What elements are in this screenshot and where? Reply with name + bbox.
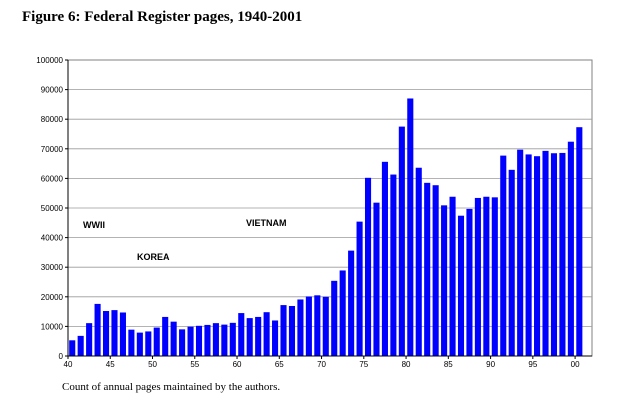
x-tick-label: 40 xyxy=(64,360,73,369)
bar xyxy=(559,152,566,356)
bar xyxy=(272,320,279,356)
y-tick-label: 30000 xyxy=(41,263,64,272)
bar xyxy=(322,296,329,356)
bar xyxy=(348,250,355,356)
y-tick-label: 0 xyxy=(59,352,64,361)
bar xyxy=(500,155,507,356)
y-tick-label: 60000 xyxy=(41,174,64,183)
bar xyxy=(94,303,101,356)
bar xyxy=(567,141,574,356)
x-tick-label: 85 xyxy=(444,360,453,369)
bar xyxy=(331,280,338,356)
bar xyxy=(466,208,473,356)
y-tick-label: 40000 xyxy=(41,234,64,243)
bar xyxy=(69,340,76,356)
bar xyxy=(136,332,143,356)
bar xyxy=(280,305,287,356)
bar xyxy=(483,196,490,356)
bar xyxy=(77,335,84,356)
bar xyxy=(170,321,177,356)
y-tick-label: 70000 xyxy=(41,145,64,154)
x-tick-label: 70 xyxy=(317,360,326,369)
x-tick-label: 95 xyxy=(528,360,537,369)
y-axis-ticks: 0 10000 20000 30000 40000 50000 60000 70000 8000… xyxy=(36,56,68,361)
x-axis-ticks: 40 45 50 55 60 65 70 75 80 85 90 95 00 xyxy=(64,356,580,369)
bar xyxy=(441,205,448,356)
y-tick-label: 90000 xyxy=(41,86,64,95)
bar xyxy=(432,185,439,356)
annotation-korea: KOREA xyxy=(137,252,170,262)
bar xyxy=(86,323,93,356)
bar xyxy=(263,312,270,356)
bar xyxy=(187,326,194,356)
bar xyxy=(305,296,312,356)
bar xyxy=(449,196,456,356)
bar xyxy=(288,305,296,356)
bar xyxy=(550,153,558,356)
bar xyxy=(314,295,321,356)
bar xyxy=(534,156,541,356)
figure-title: Figure 6: Federal Register pages, 1940-2… xyxy=(22,9,303,25)
bar xyxy=(179,329,186,356)
bar xyxy=(153,327,160,356)
bar xyxy=(212,323,219,356)
bar xyxy=(111,310,118,356)
x-tick-label: 75 xyxy=(359,360,368,369)
y-tick-label: 20000 xyxy=(41,293,64,302)
bar xyxy=(102,311,110,356)
bar xyxy=(339,270,346,356)
y-tick-label: 80000 xyxy=(41,115,64,124)
bar xyxy=(255,316,262,356)
bar xyxy=(195,325,203,356)
bar xyxy=(373,202,380,356)
bar xyxy=(221,324,228,356)
bar xyxy=(457,215,465,356)
x-tick-label: 90 xyxy=(486,360,495,369)
y-tick-label: 50000 xyxy=(41,204,64,213)
bar xyxy=(491,197,498,356)
figure-caption: Count of annual pages maintained by the … xyxy=(62,381,281,393)
bar xyxy=(407,98,414,356)
x-tick-label: 50 xyxy=(148,360,157,369)
bar xyxy=(398,126,405,356)
bar xyxy=(229,322,236,356)
bar xyxy=(542,150,549,356)
bars xyxy=(69,98,583,356)
bar xyxy=(381,161,388,356)
x-tick-label: 45 xyxy=(106,360,115,369)
bar xyxy=(424,182,431,356)
bar xyxy=(238,313,245,356)
bar xyxy=(364,177,372,356)
bar xyxy=(145,331,152,356)
annotation-wwii: WWII xyxy=(83,220,105,230)
bar xyxy=(246,318,253,356)
x-tick-label: 80 xyxy=(402,360,411,369)
bar xyxy=(162,316,169,356)
bar xyxy=(204,324,211,356)
y-tick-label: 10000 xyxy=(41,322,64,331)
bar xyxy=(415,167,422,356)
x-tick-label: 00 xyxy=(571,360,580,369)
bar xyxy=(297,299,304,356)
bar xyxy=(525,154,532,356)
bar xyxy=(128,329,135,356)
bar xyxy=(119,312,126,356)
y-tick-label: 100000 xyxy=(36,56,63,65)
x-tick-label: 60 xyxy=(233,360,242,369)
bar xyxy=(508,169,515,356)
bar xyxy=(356,221,363,356)
annotation-vietnam: VIETNAM xyxy=(246,218,287,228)
bar xyxy=(390,174,397,356)
x-tick-label: 65 xyxy=(275,360,284,369)
x-tick-label: 55 xyxy=(190,360,199,369)
bar xyxy=(474,197,481,356)
bar xyxy=(576,127,583,356)
bar xyxy=(517,149,524,356)
